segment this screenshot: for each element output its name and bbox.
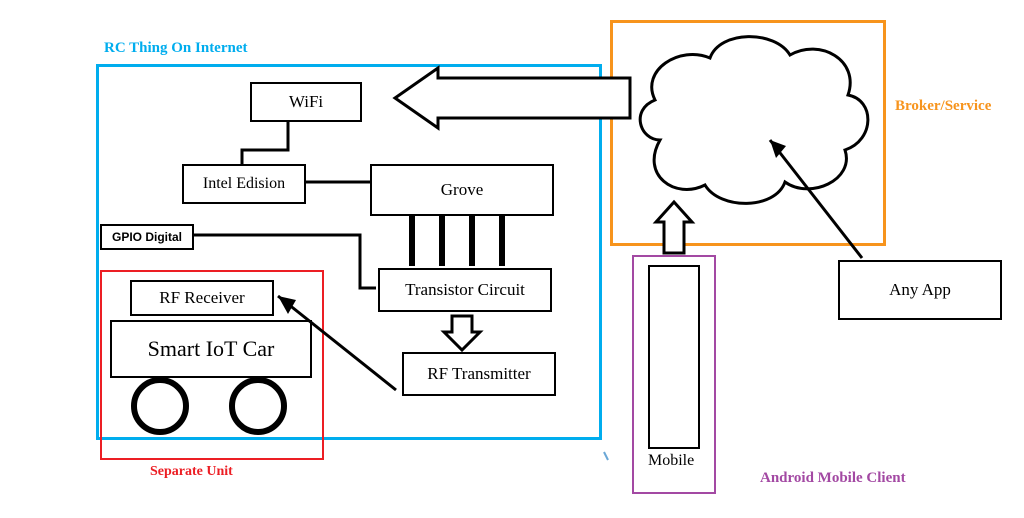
rf-rx-node: RF Receiver — [130, 280, 274, 316]
separate-title: Separate Unit — [150, 464, 233, 480]
rc-title: RC Thing On Internet — [104, 40, 248, 57]
gpio-node: GPIO Digital — [100, 224, 194, 250]
broker-region — [610, 20, 886, 246]
broker-title: Broker/Service — [895, 98, 991, 115]
rf-rx-label: RF Receiver — [159, 288, 244, 308]
transistor-label: Transistor Circuit — [405, 280, 525, 300]
mqtt-title: MQTT — [705, 70, 773, 98]
wifi-label: WiFi — [289, 92, 323, 112]
grove-node: Grove — [370, 164, 554, 216]
diagram-canvas: RC Thing On Internet Broker/Service Sepa… — [0, 0, 1024, 518]
wifi-node: WiFi — [250, 82, 362, 122]
mobile-label: Mobile — [648, 452, 694, 470]
rf-tx-node: RF Transmitter — [402, 352, 556, 396]
transistor-node: Transistor Circuit — [378, 268, 552, 312]
anyapp-node: Any App — [838, 260, 1002, 320]
rf-tx-label: RF Transmitter — [427, 364, 530, 384]
mobile-inner — [648, 265, 700, 449]
gpio-label: GPIO Digital — [112, 230, 182, 244]
anyapp-label: Any App — [889, 280, 951, 300]
edison-node: Intel Edision — [182, 164, 306, 204]
edison-label: Intel Edision — [203, 175, 285, 193]
grove-label: Grove — [441, 180, 483, 200]
mqtt-sub: Commands — [702, 98, 775, 116]
car-label: Smart IoT Car — [148, 336, 275, 362]
android-title: Android Mobile Client — [760, 470, 906, 487]
car-node: Smart IoT Car — [110, 320, 312, 378]
